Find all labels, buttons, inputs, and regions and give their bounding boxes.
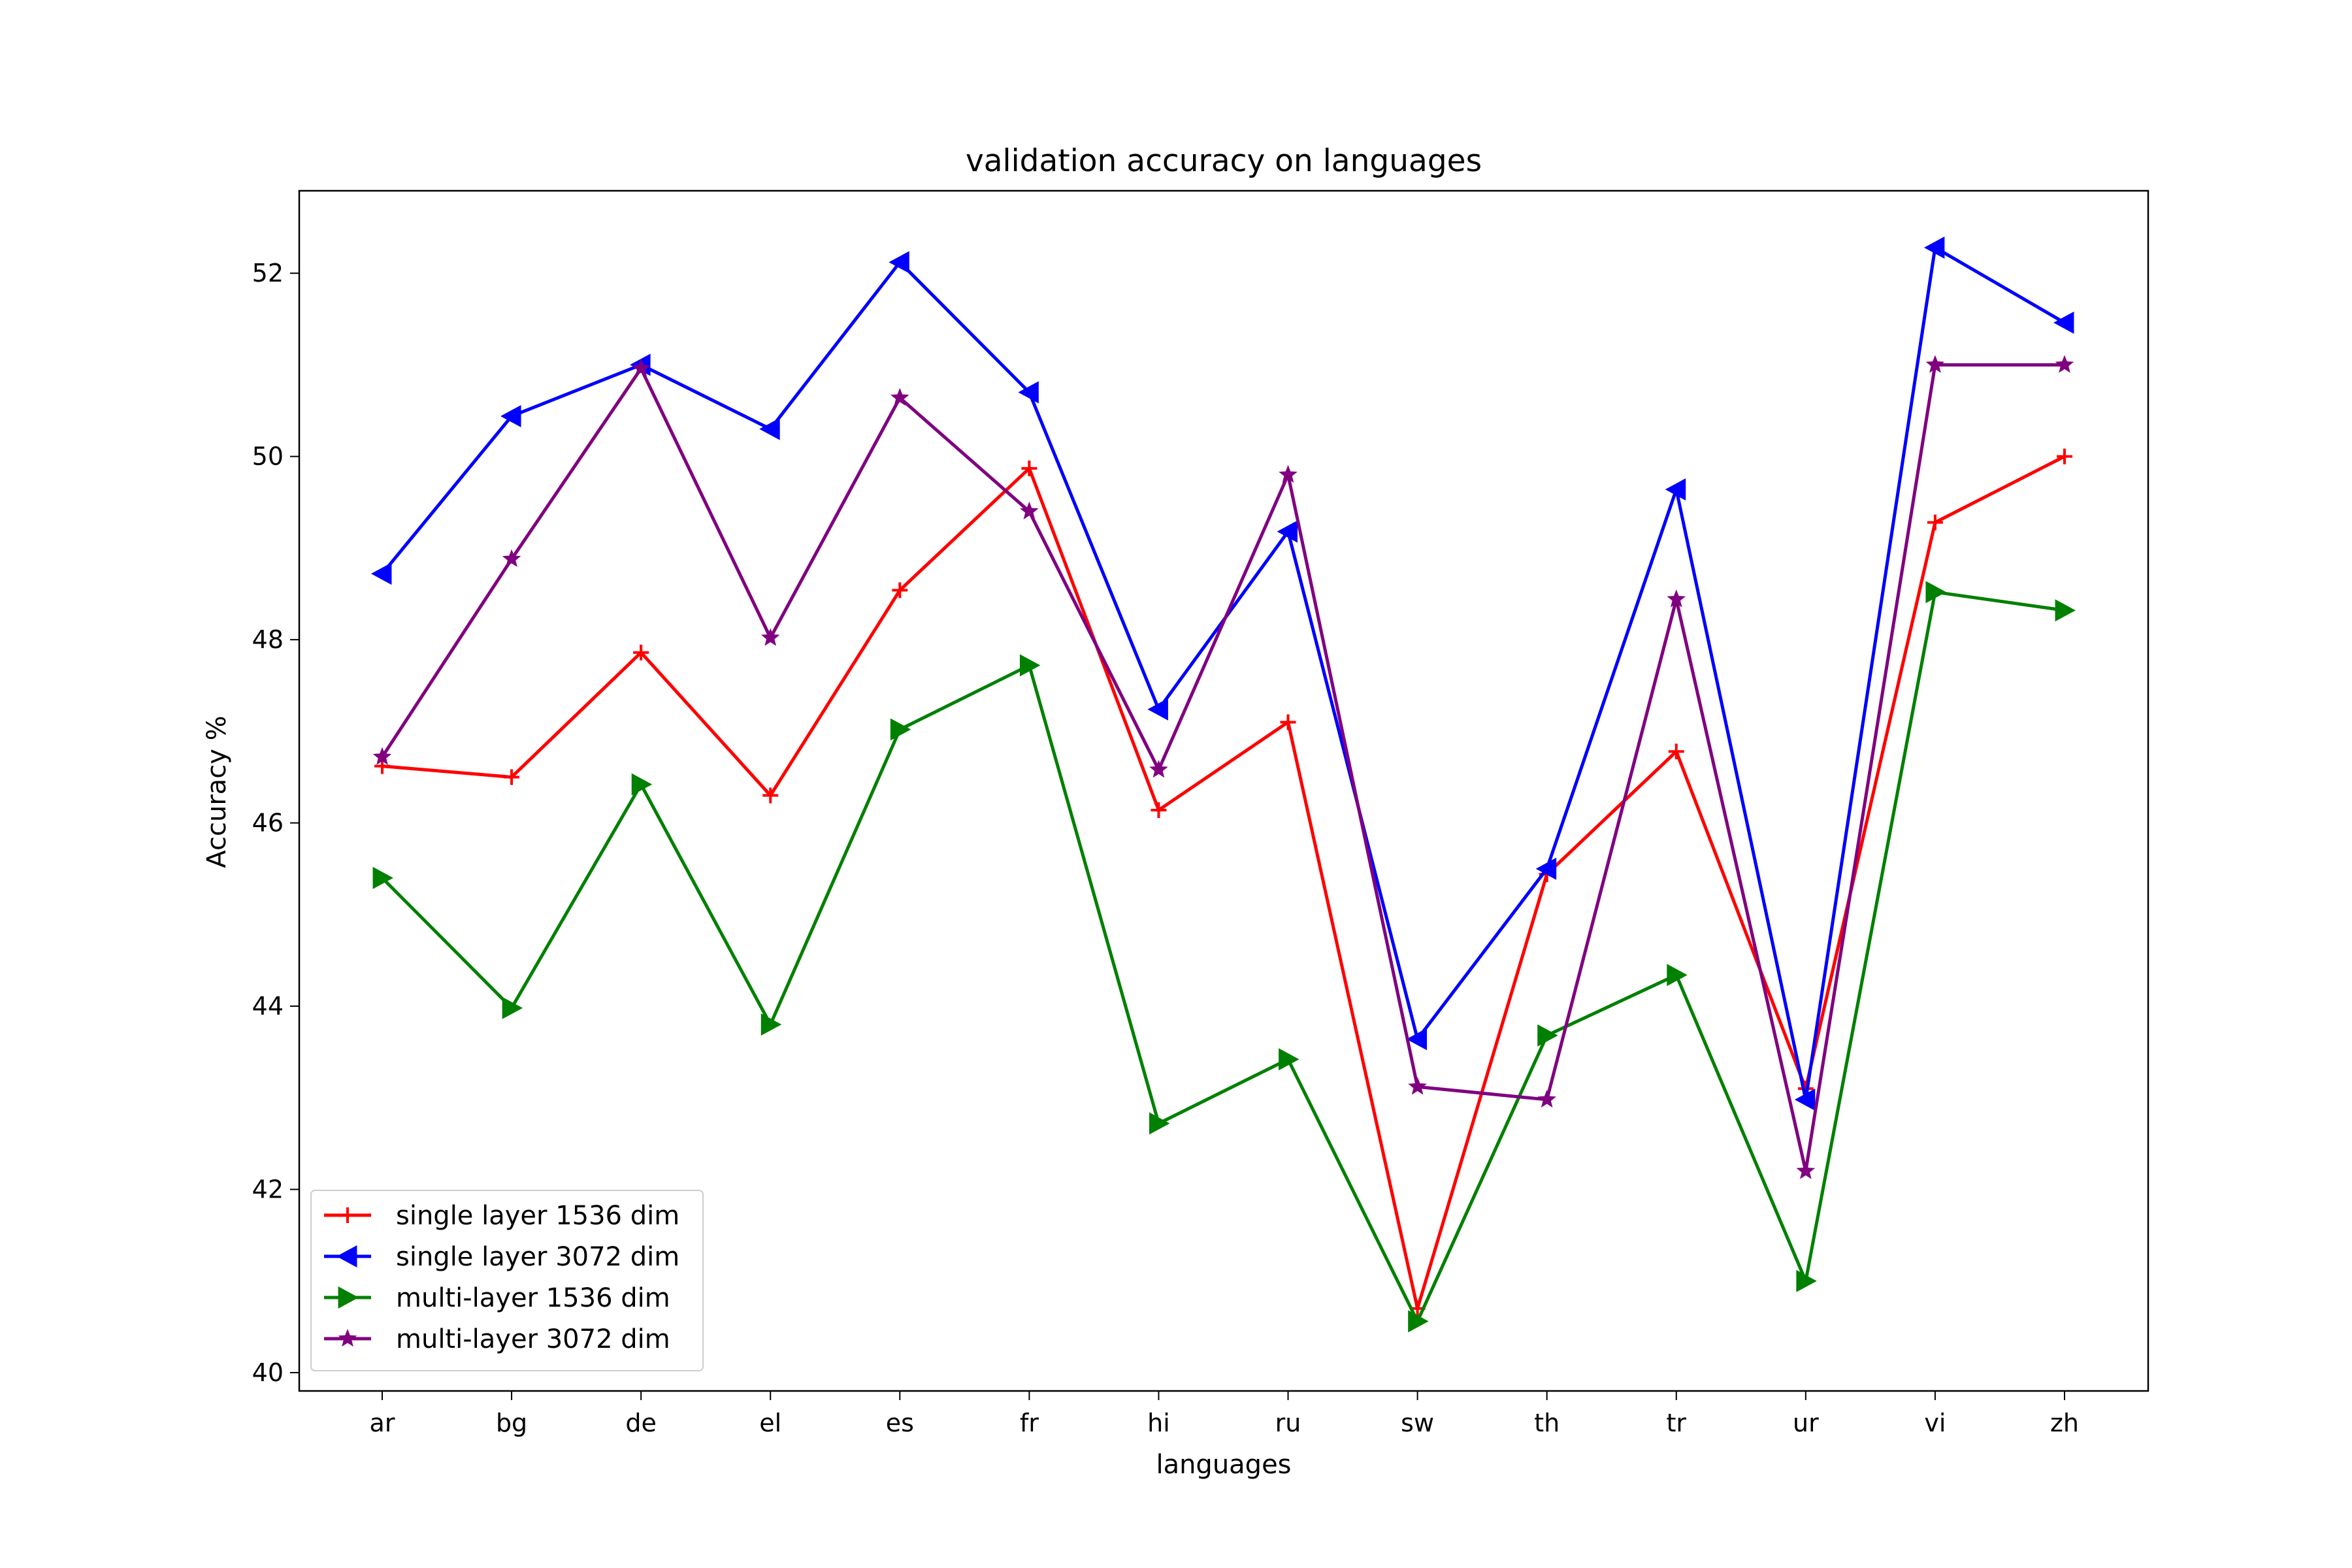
data-point xyxy=(1794,1088,1816,1111)
data-point xyxy=(762,787,779,804)
x-tick-label: vi xyxy=(1924,1409,1946,1437)
series-line xyxy=(380,363,2065,1173)
x-tick-label: bg xyxy=(496,1409,527,1437)
data-point xyxy=(2057,448,2072,465)
x-tick-label: fr xyxy=(1020,1409,1039,1437)
data-point xyxy=(1537,1024,1558,1047)
data-point xyxy=(502,996,523,1019)
x-tick-label: tr xyxy=(1667,1409,1687,1437)
data-point xyxy=(502,549,521,567)
data-point xyxy=(2053,311,2074,334)
data-point xyxy=(890,387,909,406)
x-axis-label: languages xyxy=(1156,1450,1291,1480)
x-tick-label: hi xyxy=(1147,1409,1170,1437)
x-tick-label: de xyxy=(625,1409,657,1437)
plot-frame xyxy=(298,189,2149,1392)
y-tick-label: 40 xyxy=(252,1358,284,1387)
x-tick-label: sw xyxy=(1401,1409,1434,1437)
data-point xyxy=(1149,1112,1170,1135)
data-point xyxy=(892,582,908,598)
data-point xyxy=(1277,520,1298,543)
y-tick-label: 50 xyxy=(252,442,284,471)
data-point xyxy=(500,404,521,427)
data-point xyxy=(1796,1269,1817,1292)
data-point xyxy=(2055,355,2074,373)
x-tick-label: zh xyxy=(2050,1409,2079,1437)
plot-area: ar bg de el es fr hi ru sw th tr ur vi zh 40 42 44 46 48 50… xyxy=(252,236,2079,1437)
data-point xyxy=(759,417,780,440)
data-point xyxy=(1408,1310,1429,1333)
data-point xyxy=(1406,1028,1428,1051)
legend-label: single layer 3072 dim xyxy=(396,1242,679,1272)
x-tick-label: el xyxy=(759,1409,781,1437)
legend-frame xyxy=(310,1190,704,1371)
data-point xyxy=(336,1245,357,1267)
data-point xyxy=(633,644,649,661)
y-tick-label: 52 xyxy=(252,259,284,287)
x-tick-label: th xyxy=(1534,1409,1560,1437)
data-point xyxy=(340,1207,355,1223)
data-point xyxy=(1280,714,1296,730)
data-point xyxy=(1535,857,1557,880)
data-point xyxy=(760,1013,782,1036)
data-point xyxy=(1020,501,1039,519)
data-point xyxy=(1408,1077,1427,1095)
data-point xyxy=(1149,760,1168,778)
data-point xyxy=(760,628,780,646)
data-point xyxy=(1279,465,1298,483)
chart-title: validation accuracy on languages xyxy=(966,143,1482,179)
legend: single layer 1536 dim single layer 3072 d… xyxy=(310,1190,704,1371)
x-tick-label: es xyxy=(886,1409,914,1437)
data-point xyxy=(372,866,393,889)
legend-label: multi-layer 1536 dim xyxy=(396,1283,670,1313)
data-point xyxy=(1147,698,1168,721)
data-point xyxy=(1021,460,1037,476)
data-point xyxy=(1925,355,1945,373)
series-line xyxy=(381,590,2065,1323)
y-axis-label: Accuracy % xyxy=(202,715,232,868)
series-line xyxy=(382,455,2066,1311)
x-tick-label: ar xyxy=(370,1409,395,1437)
y-tick-label: 48 xyxy=(252,625,284,654)
data-point xyxy=(1927,514,1943,531)
data-point xyxy=(1019,654,1041,677)
data-point xyxy=(1667,589,1686,608)
data-point xyxy=(372,747,392,765)
legend-label: single layer 1536 dim xyxy=(396,1201,679,1231)
data-point xyxy=(1796,1161,1816,1179)
data-point xyxy=(631,359,651,377)
y-tick-label: 46 xyxy=(252,809,284,838)
data-point xyxy=(371,563,392,585)
data-point xyxy=(1537,1090,1556,1108)
data-point xyxy=(1668,743,1684,760)
data-point xyxy=(1925,581,1946,604)
data-point xyxy=(338,1286,359,1309)
x-tick-label: ru xyxy=(1275,1409,1301,1437)
data-point xyxy=(1923,236,1945,259)
y-tick-label: 44 xyxy=(252,992,284,1021)
data-point xyxy=(1667,964,1688,987)
data-point xyxy=(890,718,911,741)
data-point xyxy=(1279,1048,1299,1071)
data-point xyxy=(631,773,653,796)
data-point xyxy=(2055,599,2076,622)
data-point xyxy=(1018,381,1039,404)
x-tick-label: ur xyxy=(1793,1409,1819,1437)
data-point xyxy=(889,251,909,274)
data-point xyxy=(1665,478,1686,501)
legend-label: multi-layer 3072 dim xyxy=(396,1324,670,1354)
data-point xyxy=(504,769,520,785)
y-tick-label: 42 xyxy=(252,1175,284,1203)
data-point xyxy=(338,1329,357,1347)
data-point xyxy=(1151,802,1167,818)
